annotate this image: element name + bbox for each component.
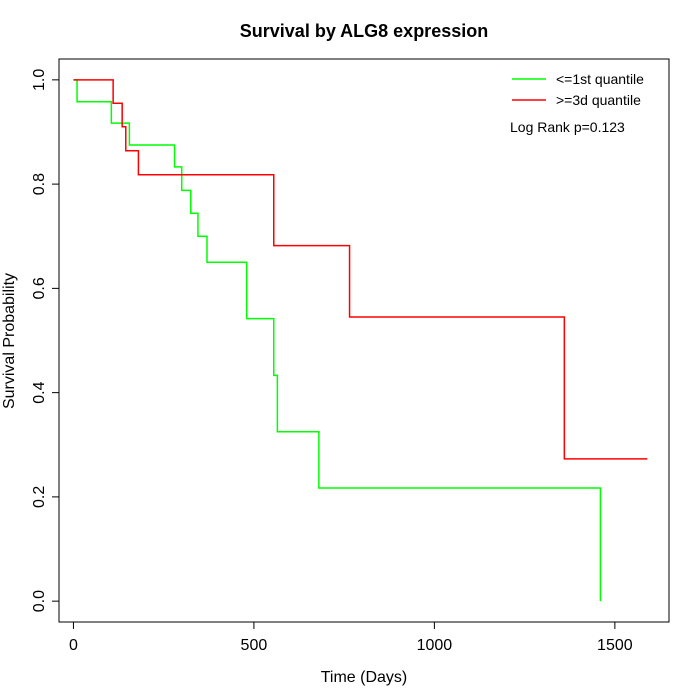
chart-title: Survival by ALG8 expression (240, 21, 488, 41)
x-tick-label-3: 1500 (597, 637, 633, 654)
y-tick-label-2: 0.4 (31, 381, 48, 403)
y-tick-label-1: 0.2 (31, 486, 48, 508)
y-tick-label-4: 0.8 (31, 173, 48, 195)
x-axis: 0 500 1000 1500 (69, 621, 633, 654)
legend-label-high: >=3d quantile (556, 92, 641, 108)
y-tick-label-5: 1.0 (31, 69, 48, 91)
x-axis-title: Time (Days) (321, 669, 408, 686)
y-axis: 0.0 0.2 0.4 0.6 0.8 1.0 (31, 69, 60, 612)
log-rank-annotation: Log Rank p=0.123 (510, 119, 625, 135)
y-tick-label-3: 0.6 (31, 277, 48, 299)
x-tick-label-1: 500 (241, 637, 268, 654)
x-tick-label-2: 1000 (417, 637, 453, 654)
legend: <=1st quantile >=3d quantile (512, 71, 644, 108)
y-axis-title: Survival Probability (1, 273, 18, 409)
x-tick-label-0: 0 (69, 637, 78, 654)
plot-frame (58, 58, 670, 623)
series-layer (73, 79, 648, 602)
series-line-1 (73, 79, 648, 460)
y-tick-label-0: 0.0 (31, 590, 48, 612)
legend-label-low: <=1st quantile (556, 71, 644, 87)
series-line-0 (73, 79, 602, 602)
